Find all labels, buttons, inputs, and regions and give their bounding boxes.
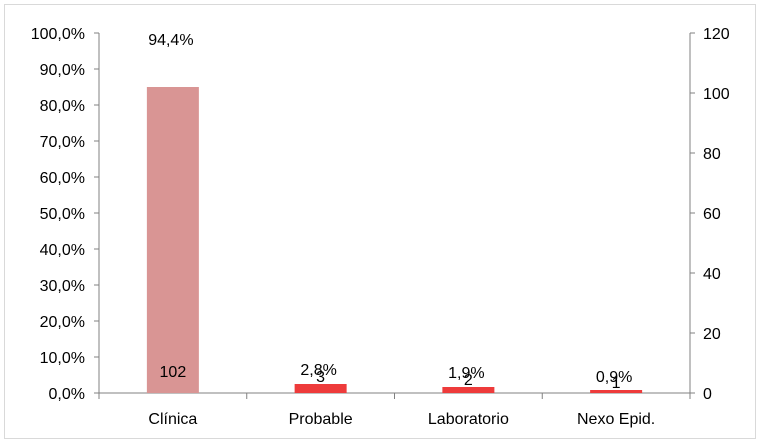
- percent-data-label: 2,8%: [300, 362, 336, 379]
- x-axis-category-label: Nexo Epid.: [577, 411, 655, 428]
- percent-data-label: 0,9%: [596, 369, 632, 386]
- left-axis-tick-label: 70,0%: [40, 134, 85, 151]
- left-axis-tick-label: 50,0%: [40, 206, 85, 223]
- axes-group: 0,0% 10,0% 20,0% 30,0% 40,0% 50,0% 60,0% 70,0% 8…: [31, 26, 730, 403]
- right-axis-tick-label: 20: [703, 326, 721, 343]
- right-axis-tick-label: 120: [703, 26, 730, 43]
- count-data-label: 1: [612, 375, 621, 392]
- left-axis-tick-label: 20,0%: [40, 314, 85, 331]
- count-data-label: 3: [316, 369, 325, 386]
- count-data-label: 2: [464, 372, 473, 389]
- percent-data-label: 94,4%: [148, 32, 193, 49]
- right-axis-tick-label: 80: [703, 146, 721, 163]
- left-axis-tick-label: 40,0%: [40, 242, 85, 259]
- bar-3: [590, 390, 643, 393]
- left-axis-tick-label: 30,0%: [40, 278, 85, 295]
- x-axis-category-label: Clínica: [148, 411, 197, 428]
- right-axis-tick-label: 0: [703, 386, 712, 403]
- right-axis-tick-label: 100: [703, 86, 730, 103]
- count-data-label: 102: [160, 364, 187, 381]
- x-axis-category-label: Probable: [289, 411, 353, 428]
- labels-group: Clínica 102 94,4% Probable 32,8% Laboratorio 2…: [148, 32, 655, 428]
- percent-data-label: 1,9%: [448, 365, 484, 382]
- left-axis-tick-label: 60,0%: [40, 170, 85, 187]
- x-axis-category-label: Laboratorio: [428, 411, 509, 428]
- chart-frame: [4, 4, 756, 439]
- left-axis-tick-label: 80,0%: [40, 98, 85, 115]
- left-axis-tick-label: 10,0%: [40, 350, 85, 367]
- right-axis-tick-label: 40: [703, 266, 721, 283]
- bar-0: [146, 87, 199, 393]
- bar-1: [294, 384, 347, 393]
- right-axis-tick-label: 60: [703, 206, 721, 223]
- bars-group: [146, 87, 643, 393]
- left-axis-tick-label: 0,0%: [49, 386, 85, 403]
- bar-2: [442, 387, 495, 393]
- left-axis-tick-label: 100,0%: [31, 26, 85, 43]
- left-axis-tick-label: 90,0%: [40, 62, 85, 79]
